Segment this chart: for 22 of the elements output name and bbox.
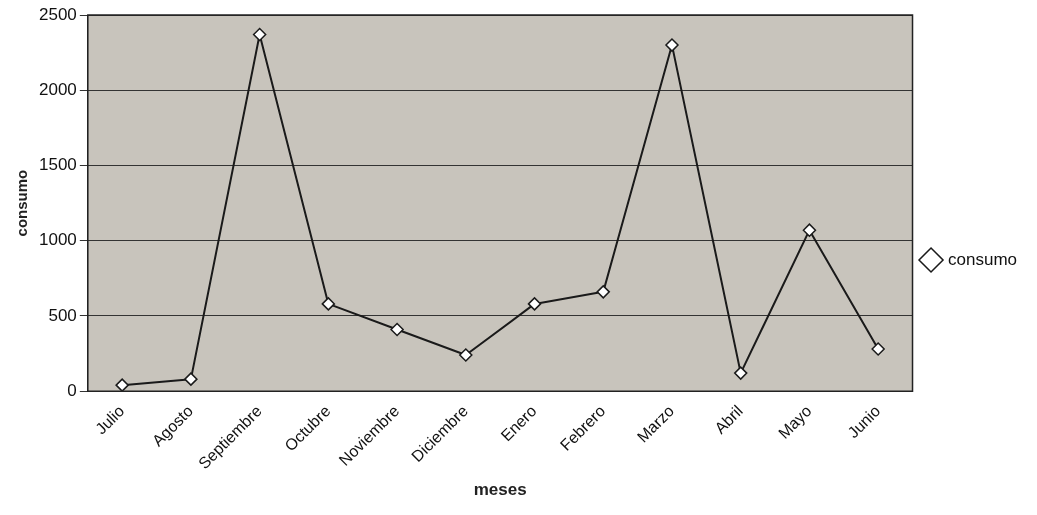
point [115, 378, 129, 392]
point [871, 342, 885, 356]
y-tick-label: 1000 [38, 230, 77, 250]
x-tick-label: Julio [92, 402, 128, 438]
y-tick-label: 2500 [38, 4, 77, 24]
point [184, 372, 198, 386]
point [390, 322, 404, 337]
y-axis-title: consumo [13, 169, 31, 237]
legend-label: consumo [948, 249, 1017, 269]
point [665, 38, 679, 52]
point [527, 297, 542, 311]
x-axis-title: meses [473, 480, 527, 500]
point [733, 366, 748, 380]
y-tick-label: 2000 [38, 79, 77, 99]
point [321, 297, 336, 311]
point [252, 27, 267, 42]
point [802, 223, 817, 237]
y-tick-label: 500 [48, 305, 77, 325]
point [459, 348, 473, 362]
point [596, 285, 611, 299]
y-tick-label: 0 [67, 380, 77, 400]
y-tick-label: 1500 [38, 155, 77, 175]
